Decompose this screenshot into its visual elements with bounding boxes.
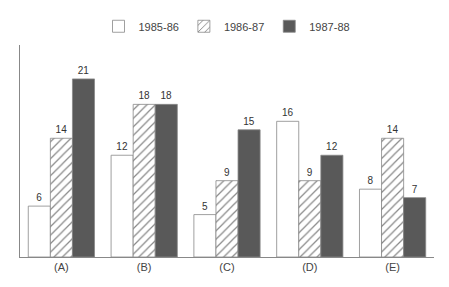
svg-text:9: 9 <box>307 167 313 178</box>
svg-text:9: 9 <box>224 167 230 178</box>
svg-text:7: 7 <box>412 184 418 195</box>
svg-text:18: 18 <box>138 90 150 101</box>
svg-text:5: 5 <box>202 201 208 212</box>
svg-text:8: 8 <box>368 175 374 186</box>
svg-text:14: 14 <box>56 124 68 135</box>
svg-text:1985-86: 1985-86 <box>139 21 179 33</box>
svg-text:(C): (C) <box>219 261 234 273</box>
svg-text:(A): (A) <box>54 261 69 273</box>
svg-text:(B): (B) <box>137 261 152 273</box>
svg-text:(E): (E) <box>385 261 400 273</box>
svg-text:21: 21 <box>78 65 90 76</box>
svg-text:1987-88: 1987-88 <box>309 21 349 33</box>
svg-text:12: 12 <box>116 141 128 152</box>
svg-text:15: 15 <box>243 116 255 127</box>
svg-text:16: 16 <box>282 107 294 118</box>
svg-text:14: 14 <box>387 124 399 135</box>
svg-text:(D): (D) <box>302 261 317 273</box>
svg-text:6: 6 <box>36 192 42 203</box>
svg-text:12: 12 <box>326 141 338 152</box>
svg-text:1986-87: 1986-87 <box>224 21 264 33</box>
svg-text:18: 18 <box>160 90 172 101</box>
